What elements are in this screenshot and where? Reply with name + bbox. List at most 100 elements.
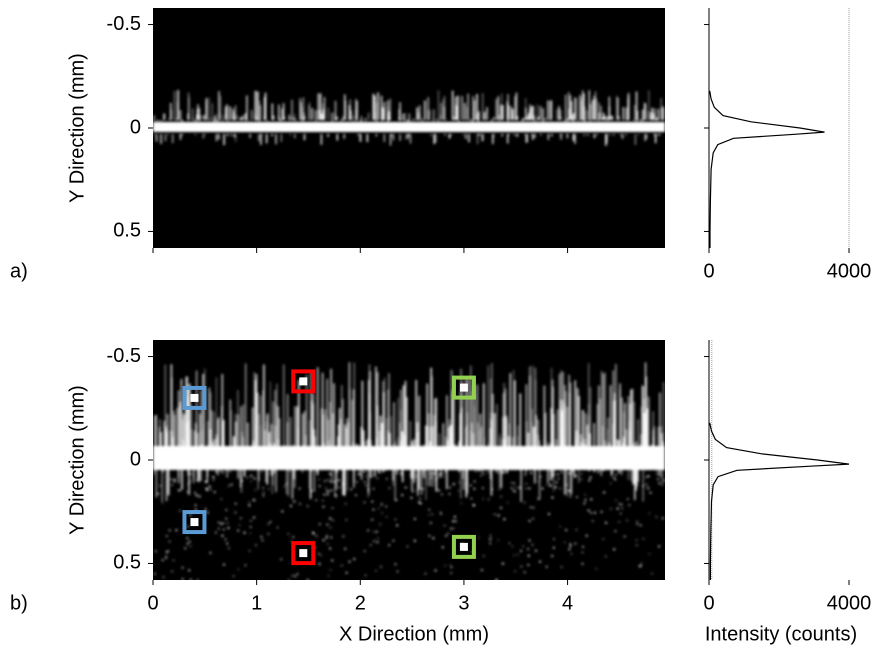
speckle (395, 450, 397, 453)
speckle (474, 470, 477, 473)
speckle (184, 547, 187, 550)
speckle (572, 470, 575, 473)
speckle (508, 542, 511, 545)
speckle (575, 439, 577, 452)
speckle (193, 472, 196, 475)
speckle (530, 471, 533, 474)
speckle (389, 134, 392, 146)
speckle (302, 413, 304, 452)
speckle (513, 451, 515, 454)
speckle (567, 118, 569, 120)
speckle (653, 426, 656, 452)
speckle (395, 466, 398, 474)
speckle (316, 367, 319, 452)
speckle (348, 116, 351, 120)
speckle (325, 536, 328, 539)
speckle (322, 505, 325, 508)
speckle (406, 451, 408, 454)
speckle (489, 534, 492, 537)
speckle (465, 482, 468, 485)
speckle (289, 118, 291, 121)
speckle (222, 115, 224, 120)
speckle (635, 539, 638, 542)
speckle (240, 406, 242, 452)
speckle (211, 103, 214, 120)
speckle (370, 466, 372, 478)
speckle (585, 451, 588, 454)
speckle (169, 430, 172, 452)
speckle (558, 373, 561, 452)
speckle (306, 505, 309, 508)
speckle (177, 489, 180, 492)
speckle (157, 492, 160, 495)
speckle (411, 490, 414, 493)
speckle (636, 520, 639, 523)
speckle (202, 134, 205, 139)
speckle (636, 110, 639, 120)
speckle (434, 451, 436, 454)
speckle (278, 418, 281, 452)
panel-label: b) (10, 592, 28, 614)
speckle (367, 466, 370, 495)
speckle (654, 108, 656, 120)
speckle (466, 107, 469, 120)
speckle (166, 413, 169, 452)
speckle (617, 97, 619, 120)
speckle (289, 134, 292, 136)
speckle (379, 523, 382, 526)
speckle (243, 531, 246, 534)
speckle (600, 105, 602, 120)
speckle (211, 451, 213, 453)
speckle (428, 534, 431, 537)
speckle (329, 569, 332, 572)
speckle (479, 474, 482, 477)
speckle (541, 487, 544, 490)
speckle (510, 105, 512, 120)
speckle (360, 426, 363, 452)
speckle (217, 419, 219, 452)
speckle (462, 466, 464, 479)
speckle (650, 572, 653, 575)
speckle (153, 572, 156, 575)
speckle (649, 451, 652, 454)
speckle (657, 108, 660, 120)
marker-spot (190, 393, 199, 402)
speckle (604, 372, 606, 452)
speckle (430, 476, 433, 479)
speckle (545, 565, 548, 568)
speckle (233, 438, 236, 452)
speckle (377, 470, 380, 473)
speckle (304, 410, 306, 452)
speckle (330, 368, 332, 452)
speckle (640, 406, 643, 452)
speckle (627, 395, 630, 452)
speckle (424, 572, 427, 575)
speckle (228, 484, 231, 487)
speckle (523, 571, 526, 574)
speckle (597, 470, 600, 473)
speckle (234, 511, 237, 514)
speckle (608, 96, 611, 120)
speckle (200, 444, 202, 452)
speckle (205, 487, 208, 490)
speckle (562, 438, 565, 452)
speckle (401, 466, 404, 483)
speckle (412, 451, 414, 453)
speckle (179, 405, 182, 452)
x-tick-label: 0 (147, 592, 158, 614)
speckle (514, 96, 516, 120)
speckle (501, 439, 503, 452)
speckle (218, 134, 220, 140)
speckle (181, 578, 184, 581)
speckle (194, 134, 197, 136)
speckle (556, 473, 559, 476)
speckle (380, 503, 383, 506)
speckle (367, 495, 370, 498)
speckle (224, 538, 227, 541)
speckle (271, 103, 274, 120)
speckle (191, 117, 194, 120)
speckle (455, 104, 457, 120)
speckle (477, 134, 479, 136)
speckle (306, 579, 309, 582)
speckle (538, 440, 541, 452)
